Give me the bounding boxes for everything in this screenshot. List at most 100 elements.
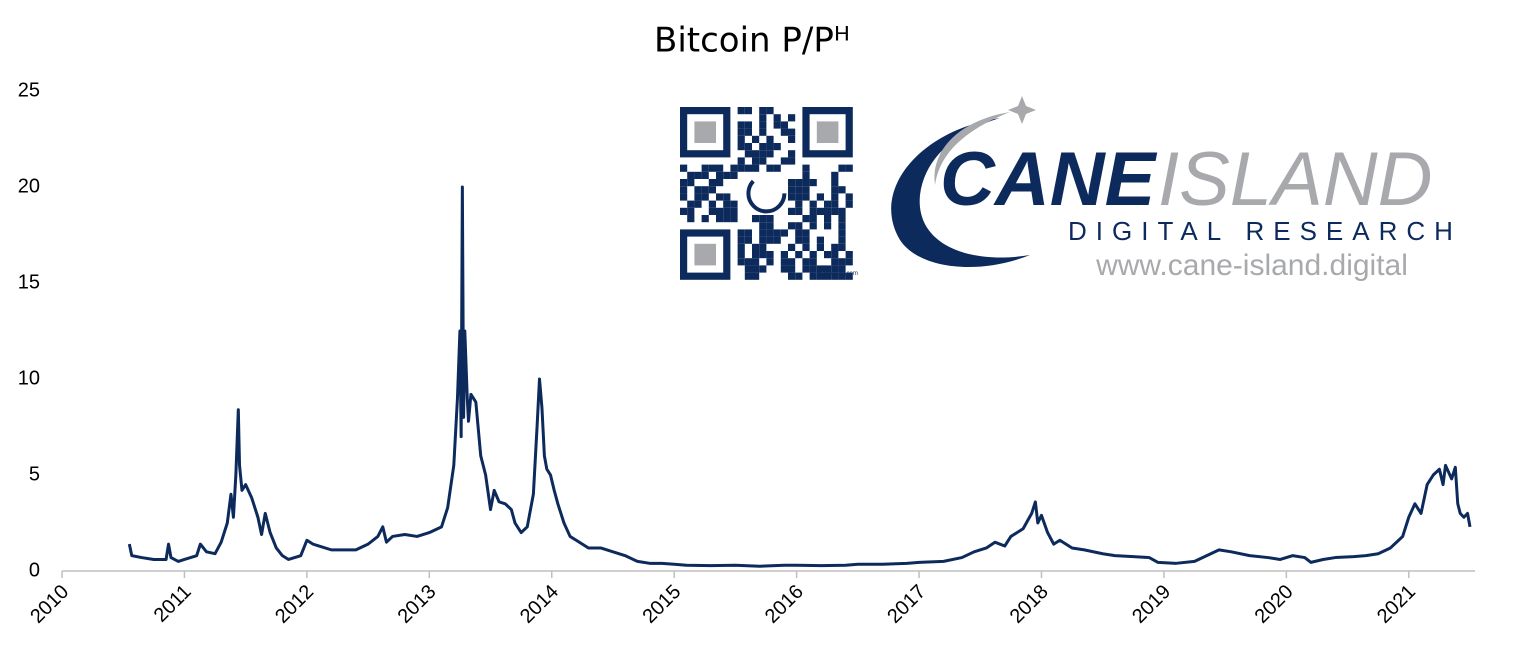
- qr-cell: [744, 143, 752, 151]
- qr-cell: [809, 179, 817, 187]
- qr-cell: [795, 222, 803, 230]
- qr-cell: [795, 236, 803, 244]
- qr-cell: [788, 207, 796, 215]
- qr-cell: [766, 251, 774, 259]
- qr-cell: [788, 150, 796, 158]
- qr-cell: [716, 207, 724, 215]
- qr-cell: [708, 179, 716, 187]
- qr-cell: [680, 179, 688, 187]
- qr-cell: [744, 258, 752, 266]
- qr-cell: [831, 179, 839, 187]
- qr-cell: [845, 258, 853, 266]
- qr-cell: [788, 222, 796, 230]
- data-line: [127, 185, 1472, 568]
- qr-cell: [708, 186, 716, 194]
- qr-cell: [687, 171, 695, 179]
- qr-cell: [716, 164, 724, 172]
- qr-cell: [766, 215, 774, 223]
- qr-cell: [716, 171, 724, 179]
- qr-cell: [816, 243, 824, 251]
- qr-cell: [694, 171, 702, 179]
- qr-cell: [788, 135, 796, 143]
- qr-cell: [723, 215, 731, 223]
- qr-logo: [746, 173, 787, 214]
- qr-cell: [737, 121, 745, 129]
- qr-cell: [838, 265, 846, 273]
- chart-title: Bitcoin P/Pᴴ: [654, 21, 850, 61]
- qr-cell: [752, 243, 760, 251]
- qr-cell: [730, 207, 738, 215]
- x-tick-label: 2014: [516, 581, 563, 628]
- x-tick-label: 2020: [1251, 581, 1298, 628]
- qr-cell: [723, 207, 731, 215]
- qr-cell: [759, 107, 767, 115]
- x-tick-label: 2012: [271, 581, 318, 628]
- qr-cell: [788, 265, 796, 273]
- qr-cell: [802, 265, 810, 273]
- qr-cell: [838, 272, 846, 280]
- qr-cell: [759, 243, 767, 251]
- qr-cell: [845, 200, 853, 208]
- qr-cell: [694, 193, 702, 201]
- qr-cell: [680, 207, 688, 215]
- qr-cell: [802, 171, 810, 179]
- qr-cell: [694, 186, 702, 194]
- qr-caption: QRcode-pro.com: [812, 271, 858, 277]
- logo-url: www.cane-island.digital: [1095, 249, 1408, 282]
- qr-cell: [752, 272, 760, 280]
- qr-cell: [780, 121, 788, 129]
- qr-cell: [737, 157, 745, 165]
- qr-cell: [802, 236, 810, 244]
- logo-swoosh: [891, 96, 1036, 267]
- qr-cell: [809, 200, 817, 208]
- qr-cell: [752, 265, 760, 273]
- qr-cell: [824, 251, 832, 259]
- qr-cell: [831, 200, 839, 208]
- qr-cell: [701, 215, 709, 223]
- qr-cell: [788, 193, 796, 201]
- qr-cell: [759, 114, 767, 122]
- qr-cell: [831, 272, 839, 280]
- y-tick-label: 5: [29, 463, 40, 485]
- qr-cell: [744, 265, 752, 273]
- qr-cell: [744, 107, 752, 115]
- qr-cell: [730, 164, 738, 172]
- qr-cell: [737, 135, 745, 143]
- qr-cell: [766, 135, 774, 143]
- logo-arc: [934, 112, 1010, 185]
- logo-tagline: DIGITAL RESEARCH: [1068, 216, 1462, 246]
- qr-cell: [701, 171, 709, 179]
- qr-cell: [816, 265, 824, 273]
- qr-cell: [759, 229, 767, 237]
- qr-cell: [759, 236, 767, 244]
- qr-cell: [824, 207, 832, 215]
- qr-cell: [730, 171, 738, 179]
- qr-cell: [694, 200, 702, 208]
- x-tick-label: 2018: [1006, 581, 1053, 628]
- qr-cell: [802, 229, 810, 237]
- qr-cell: [802, 179, 810, 187]
- qr-cell: [730, 215, 738, 223]
- qr-cell: [766, 222, 774, 230]
- qr-cell: [708, 200, 716, 208]
- qr-cell: [766, 164, 774, 172]
- logo-crescent: [891, 118, 1030, 267]
- qr-cell: [759, 143, 767, 151]
- qr-cell: [809, 207, 817, 215]
- qr-cell: [687, 207, 695, 215]
- qr-cell: [831, 193, 839, 201]
- y-tick-label: 10: [18, 367, 40, 389]
- y-tick-label: 20: [18, 175, 40, 197]
- qr-cell: [795, 207, 803, 215]
- qr-cell: [773, 229, 781, 237]
- qr-cell: [723, 193, 731, 201]
- qr-cell: [759, 150, 767, 158]
- qr-cell: [795, 179, 803, 187]
- qr-cell: [759, 215, 767, 223]
- qr-cell: [788, 272, 796, 280]
- qr-finder-core: [694, 243, 716, 266]
- qr-cell: [838, 236, 846, 244]
- x-tick-label: 2021: [1373, 581, 1420, 628]
